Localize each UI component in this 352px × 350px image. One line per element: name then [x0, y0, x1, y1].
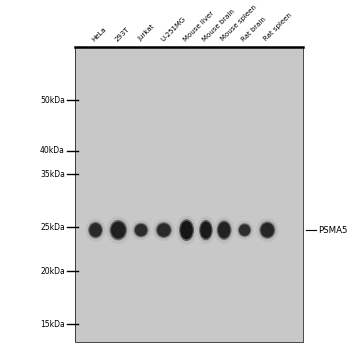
Ellipse shape [89, 223, 102, 237]
Ellipse shape [179, 219, 194, 241]
Text: 293T: 293T [114, 26, 131, 42]
Text: PSMA5: PSMA5 [318, 226, 347, 234]
Ellipse shape [200, 222, 212, 239]
Text: 25kDa: 25kDa [40, 223, 65, 232]
Ellipse shape [197, 216, 215, 244]
Text: U-251MG: U-251MG [159, 15, 187, 42]
Bar [75, 47, 303, 342]
Text: Jurkat: Jurkat [137, 24, 156, 42]
Ellipse shape [218, 222, 230, 238]
Ellipse shape [135, 224, 147, 236]
Text: 40kDa: 40kDa [40, 146, 65, 155]
Ellipse shape [157, 223, 171, 237]
Ellipse shape [259, 221, 276, 239]
Ellipse shape [260, 223, 274, 238]
Ellipse shape [131, 220, 151, 240]
Ellipse shape [109, 220, 127, 240]
Ellipse shape [86, 219, 106, 241]
Ellipse shape [238, 223, 251, 237]
Ellipse shape [214, 217, 234, 243]
Text: Mouse liver: Mouse liver [182, 10, 215, 42]
Text: Mouse spleen: Mouse spleen [220, 5, 258, 42]
Ellipse shape [106, 216, 130, 244]
Ellipse shape [177, 216, 196, 245]
Ellipse shape [153, 219, 175, 241]
Bar [75, 47, 303, 342]
Ellipse shape [111, 222, 126, 239]
Text: 35kDa: 35kDa [40, 170, 65, 178]
Text: Rat brain: Rat brain [240, 16, 267, 42]
Ellipse shape [239, 224, 250, 236]
Ellipse shape [235, 221, 254, 239]
Text: 50kDa: 50kDa [40, 96, 65, 105]
Ellipse shape [257, 218, 278, 242]
Text: Rat spleen: Rat spleen [263, 12, 294, 42]
Text: Mouse brain: Mouse brain [202, 8, 236, 42]
Text: HeLa: HeLa [91, 26, 108, 42]
Text: 20kDa: 20kDa [40, 267, 65, 276]
Ellipse shape [180, 221, 193, 239]
Ellipse shape [88, 222, 103, 239]
Text: 15kDa: 15kDa [40, 320, 65, 329]
Ellipse shape [133, 223, 149, 238]
Ellipse shape [156, 222, 172, 238]
Ellipse shape [216, 220, 232, 240]
Ellipse shape [199, 220, 213, 240]
